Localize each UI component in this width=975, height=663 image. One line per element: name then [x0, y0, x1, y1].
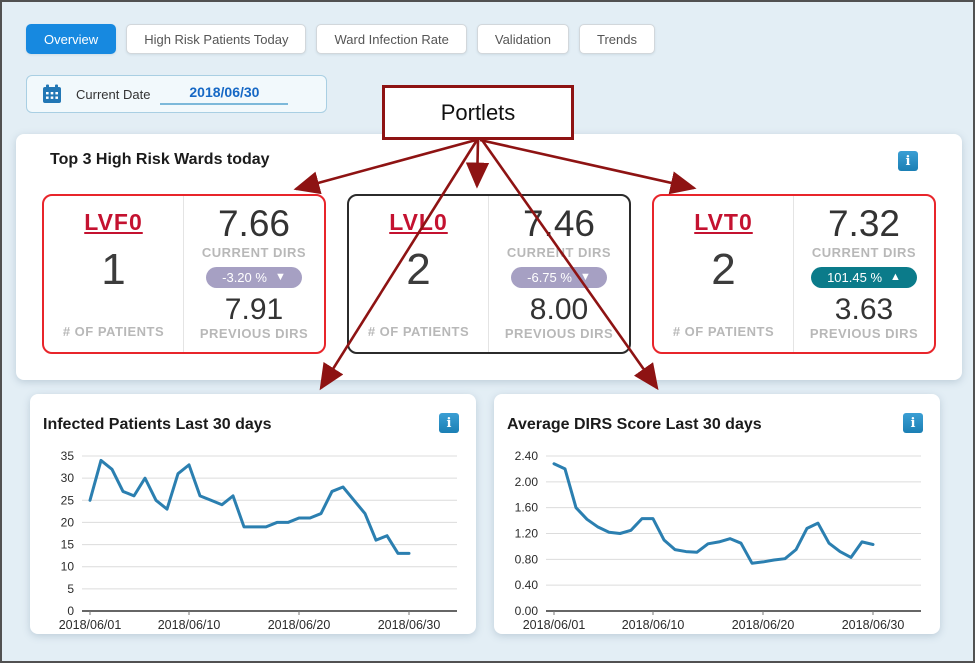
change-value: -3.20 %: [222, 269, 267, 285]
svg-text:1.60: 1.60: [515, 501, 539, 515]
chart-title: Average DIRS Score Last 30 days: [507, 416, 762, 433]
trend-down-icon: ▼: [274, 271, 286, 284]
change-badge: -6.75 % ▼: [511, 266, 607, 288]
tab-high-risk-patients-today[interactable]: High Risk Patients Today: [126, 24, 307, 54]
ward-card-left: LVT0 2 # OF PATIENTS: [654, 196, 794, 352]
svg-text:35: 35: [61, 449, 75, 463]
svg-text:2018/06/01: 2018/06/01: [523, 618, 586, 632]
change-badge: 101.45 % ▲: [811, 266, 917, 288]
chart-info-icon[interactable]: i: [903, 413, 923, 433]
ward-card-left: LVF0 1 # OF PATIENTS: [44, 196, 184, 352]
tab-ward-infection-rate[interactable]: Ward Infection Rate: [316, 24, 467, 54]
average-dirs-chart-panel: Average DIRS Score Last 30 days i 0.00 0.…: [494, 394, 940, 634]
date-picker[interactable]: Current Date 2018/06/30: [26, 75, 327, 113]
svg-text:30: 30: [61, 471, 75, 485]
current-dirs-value: 7.66: [217, 203, 290, 244]
ward-link-lvf0[interactable]: LVF0: [84, 209, 143, 235]
svg-text:2018/06/20: 2018/06/20: [268, 618, 331, 632]
ward-link-lvt0[interactable]: LVT0: [694, 209, 753, 235]
svg-text:0.00: 0.00: [515, 604, 539, 618]
svg-text:0: 0: [67, 604, 74, 618]
svg-text:15: 15: [61, 538, 75, 552]
average-dirs-line-chart: 0.00 0.40 0.80 1.20 1.60 2.00 2.40 2018/06/01 20…: [515, 449, 921, 632]
chart-info-icon[interactable]: i: [439, 413, 459, 433]
previous-dirs-value: 7.91: [224, 292, 284, 326]
tab-bar: Overview High Risk Patients Today Ward I…: [26, 24, 655, 54]
tab-validation[interactable]: Validation: [476, 24, 570, 54]
current-dirs-label: CURRENT DIRS: [506, 244, 612, 260]
ward-card-right: 7.46 CURRENT DIRS -6.75 % ▼ 8.00 PREVIOU…: [489, 196, 629, 352]
svg-text:20: 20: [61, 515, 75, 529]
infected-patients-line-chart: 0 5 10 15 20 25 30 35 2018/06/01 2018/06/10 2018/0…: [59, 449, 457, 632]
svg-text:2018/06/30: 2018/06/30: [842, 618, 905, 632]
trend-up-icon: ▲: [890, 271, 901, 284]
current-dirs-value: 7.32: [827, 203, 900, 244]
ward-card-lvt0: LVT0 2 # OF PATIENTS 7.32 CURRENT DIRS 1…: [652, 194, 936, 354]
chart-title: Infected Patients Last 30 days: [43, 416, 272, 433]
portlets-annotation-label: Portlets: [440, 99, 516, 125]
wards-panel-title: Top 3 High Risk Wards today: [50, 151, 270, 168]
infected-patients-chart-panel: Infected Patients Last 30 days i 0 5 10 15 2…: [30, 394, 476, 634]
svg-text:10: 10: [61, 560, 75, 574]
ward-card-right: 7.66 CURRENT DIRS -3.20 % ▼ 7.91 PREVIOU…: [184, 196, 324, 352]
patients-label: # OF PATIENTS: [367, 324, 470, 339]
portlets-annotation: Portlets: [382, 85, 574, 140]
svg-text:2018/06/10: 2018/06/10: [158, 618, 221, 632]
ward-cards-row: LVF0 1 # OF PATIENTS 7.66 CURRENT DIRS -…: [42, 194, 936, 354]
current-dirs-value: 7.46: [522, 203, 595, 244]
svg-text:0.40: 0.40: [515, 578, 539, 592]
svg-text:2018/06/30: 2018/06/30: [378, 618, 441, 632]
calendar-icon: [42, 84, 62, 104]
svg-text:2018/06/01: 2018/06/01: [59, 618, 122, 632]
trend-down-icon: ▼: [579, 271, 591, 284]
ward-card-left: LVL0 2 # OF PATIENTS: [349, 196, 489, 352]
svg-text:25: 25: [61, 493, 75, 507]
previous-dirs-label: PREVIOUS DIRS: [504, 325, 614, 341]
date-value-input[interactable]: 2018/06/30: [160, 84, 289, 105]
svg-text:0.80: 0.80: [515, 552, 539, 566]
wards-panel-info-icon[interactable]: i: [898, 151, 918, 171]
wards-panel: Top 3 High Risk Wards today i LVF0 1 # O…: [16, 134, 962, 380]
patients-count: 2: [406, 245, 431, 294]
svg-text:2.00: 2.00: [515, 475, 539, 489]
current-dirs-label: CURRENT DIRS: [201, 244, 307, 260]
previous-dirs-value: 8.00: [529, 292, 589, 326]
patients-label: # OF PATIENTS: [672, 324, 775, 339]
change-value: -6.75 %: [527, 269, 572, 285]
ward-card-lvf0: LVF0 1 # OF PATIENTS 7.66 CURRENT DIRS -…: [42, 194, 326, 354]
tab-overview[interactable]: Overview: [26, 24, 117, 54]
ward-card-lvl0: LVL0 2 # OF PATIENTS 7.46 CURRENT DIRS -…: [347, 194, 631, 354]
svg-text:2.40: 2.40: [515, 449, 539, 463]
previous-dirs-value: 3.63: [834, 292, 894, 326]
patients-label: # OF PATIENTS: [62, 324, 165, 339]
svg-text:2018/06/10: 2018/06/10: [622, 618, 685, 632]
tab-trends[interactable]: Trends: [579, 24, 655, 54]
ward-card-right: 7.32 CURRENT DIRS 101.45 % ▲ 3.63 PREVIO…: [794, 196, 934, 352]
patients-count: 1: [101, 245, 126, 294]
patients-count: 2: [711, 245, 736, 294]
svg-text:5: 5: [67, 582, 74, 596]
previous-dirs-label: PREVIOUS DIRS: [809, 325, 919, 341]
previous-dirs-label: PREVIOUS DIRS: [199, 325, 309, 341]
current-dirs-label: CURRENT DIRS: [811, 244, 917, 260]
svg-text:1.20: 1.20: [515, 527, 539, 541]
change-badge: -3.20 % ▼: [206, 266, 302, 288]
current-date-label: Current Date: [76, 86, 151, 102]
ward-link-lvl0[interactable]: LVL0: [389, 209, 448, 235]
svg-text:2018/06/20: 2018/06/20: [732, 618, 795, 632]
change-value: 101.45 %: [827, 269, 883, 285]
